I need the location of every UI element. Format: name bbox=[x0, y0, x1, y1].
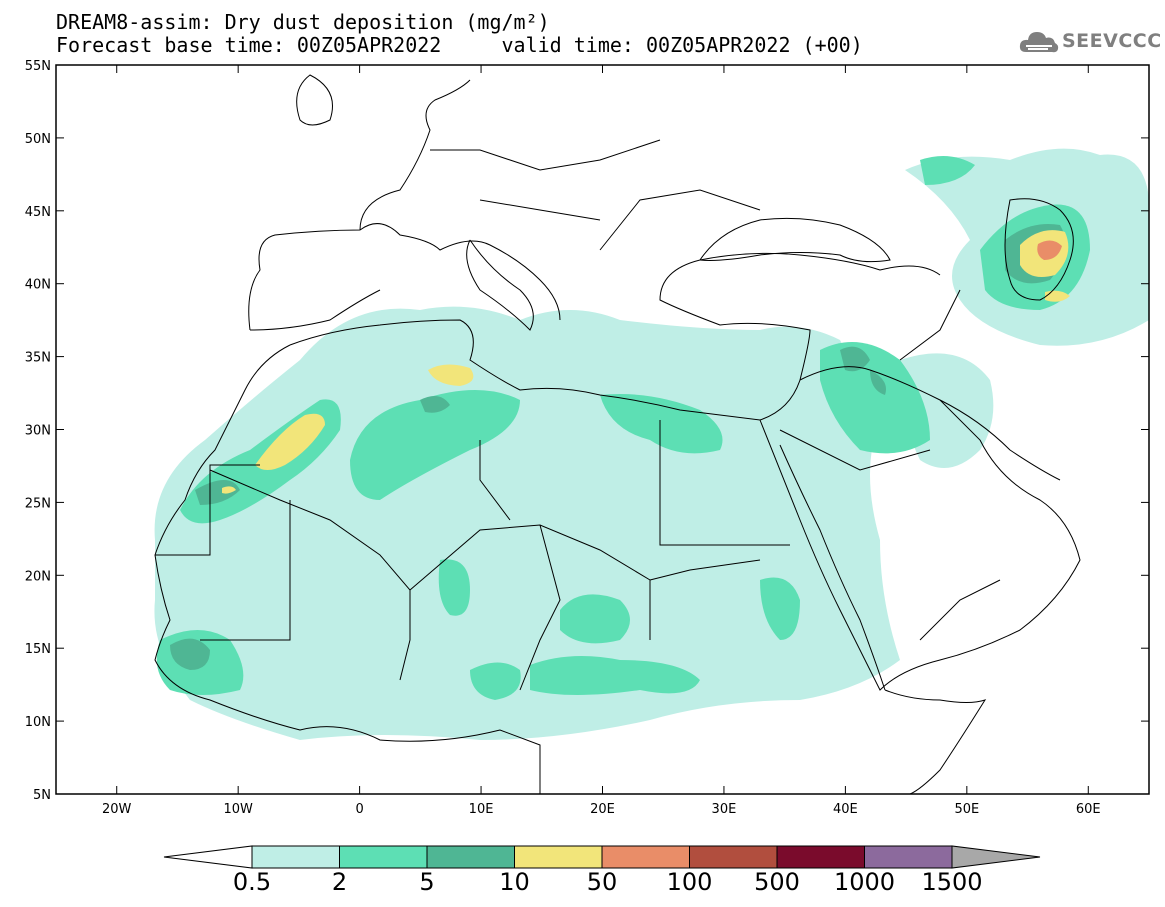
coastlines bbox=[154, 74, 1081, 794]
lat-tick-label: 5N bbox=[33, 788, 51, 803]
axis-ticks bbox=[56, 64, 1149, 795]
colorbar-label: 500 bbox=[754, 868, 800, 896]
lat-tick-label: 15N bbox=[25, 642, 51, 657]
axis-tick-labels: 20W 10W 0 10E 20E 30E 40E 50E 60E 5N 10N 15N 20N 25N 3… bbox=[25, 59, 1101, 817]
colorbar-swatch bbox=[689, 845, 778, 869]
lat-tick-label: 20N bbox=[25, 569, 51, 584]
colorbar-label: 1000 bbox=[833, 868, 896, 896]
lat-tick-label: 25N bbox=[25, 496, 51, 511]
colorbar-over-triangle bbox=[951, 845, 1041, 869]
colorbar-swatch bbox=[864, 845, 953, 869]
colorbar-label: 1500 bbox=[921, 868, 983, 896]
lat-tick-label: 40N bbox=[25, 278, 51, 293]
colorbar-label: 2 bbox=[331, 868, 348, 896]
logo-text: SEEVCCC bbox=[1062, 30, 1162, 52]
deposition-field bbox=[154, 148, 1149, 740]
colorbar-swatch bbox=[339, 845, 428, 869]
lat-tick-label: 35N bbox=[25, 351, 51, 366]
seevccc-logo: SEEVCCC bbox=[1018, 26, 1161, 60]
colorbar-swatch bbox=[514, 845, 603, 869]
colorbar-label: 50 bbox=[586, 868, 618, 896]
colorbar-swatch bbox=[426, 845, 515, 869]
map-title: DREAM8-assim: Dry dust deposition (mg/m²… bbox=[56, 10, 550, 34]
colorbar-under-triangle bbox=[163, 845, 253, 869]
cloud-logo-icon bbox=[1019, 32, 1059, 53]
lat-tick-label: 10N bbox=[25, 715, 51, 730]
lat-tick-label: 55N bbox=[25, 59, 51, 74]
lon-tick-label: 20W bbox=[102, 802, 132, 817]
colorbar-swatch bbox=[251, 845, 340, 869]
lon-tick-label: 50E bbox=[954, 802, 979, 817]
colorbar-label: 5 bbox=[419, 868, 435, 896]
lon-tick-label: 60E bbox=[1076, 802, 1101, 817]
colorbar-swatch bbox=[601, 845, 690, 869]
lat-tick-label: 30N bbox=[25, 424, 51, 439]
forecast-time-subtitle: Forecast base time: 00Z05APR2022 valid t… bbox=[56, 33, 863, 57]
colorbar-label: 0.5 bbox=[232, 868, 272, 896]
lon-tick-label: 10W bbox=[223, 802, 253, 817]
lat-tick-label: 50N bbox=[25, 132, 51, 147]
lon-tick-label: 30E bbox=[712, 802, 737, 817]
lon-tick-label: 10E bbox=[469, 802, 494, 817]
lat-tick-label: 45N bbox=[25, 205, 51, 220]
colorbar-label: 100 bbox=[666, 868, 713, 896]
lon-tick-label: 20E bbox=[590, 802, 615, 817]
colorbar-label: 10 bbox=[499, 868, 530, 896]
lon-tick-label: 0 bbox=[355, 802, 363, 817]
lon-tick-label: 40E bbox=[833, 802, 858, 817]
colorbar-swatch bbox=[776, 845, 865, 869]
